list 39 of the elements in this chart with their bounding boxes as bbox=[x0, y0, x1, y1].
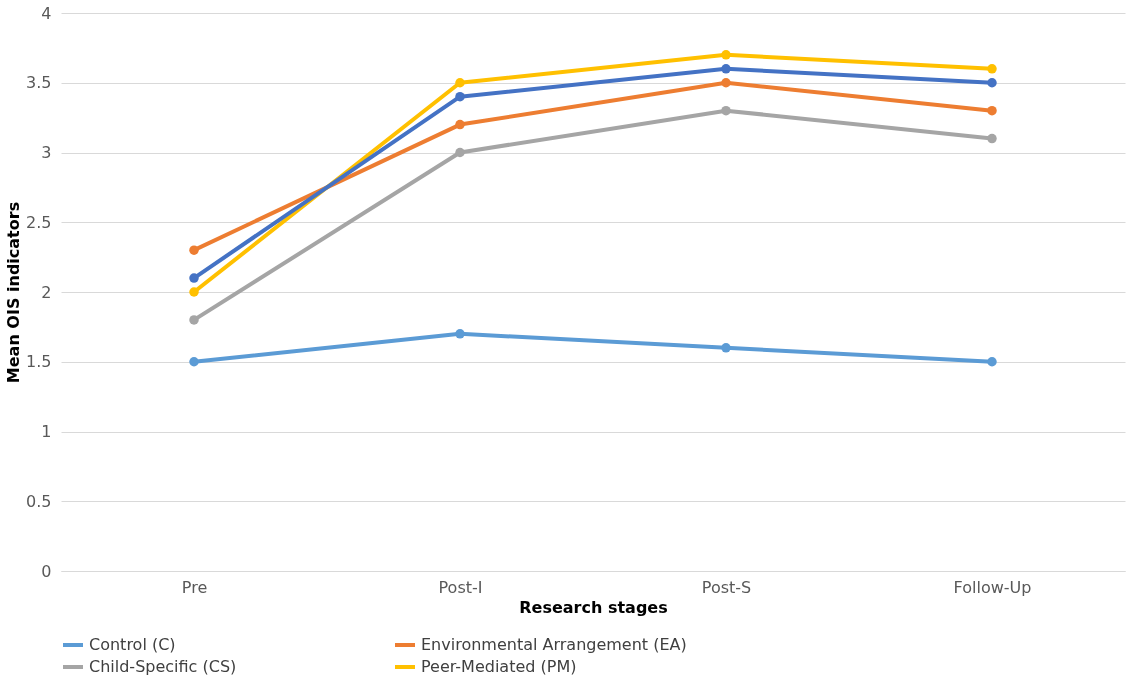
y-tick-label: 2.5 bbox=[26, 212, 52, 232]
legend-label: Environmental Arrangement (EA) bbox=[421, 635, 687, 654]
x-tick-label: Follow-Up bbox=[953, 577, 1032, 597]
point bbox=[721, 78, 731, 88]
x-axis-title: Research stages bbox=[519, 597, 668, 617]
y-tick-label: 4 bbox=[41, 3, 52, 23]
legend-label: Peer-Mediated (PM) bbox=[421, 657, 577, 676]
point bbox=[455, 119, 465, 130]
legend-label: Child-Specific (CS) bbox=[89, 657, 237, 676]
x-tick-label: Pre bbox=[181, 577, 208, 597]
y-tick-label: 0.5 bbox=[26, 491, 52, 511]
legend-label: Control (C) bbox=[89, 635, 176, 654]
point bbox=[721, 105, 731, 116]
x-tick-label: Post-S bbox=[701, 577, 752, 597]
point bbox=[987, 357, 997, 367]
point bbox=[189, 287, 199, 297]
y-tick-label: 3 bbox=[41, 143, 52, 162]
point bbox=[455, 147, 465, 158]
x-tick-label: Post-I bbox=[438, 577, 483, 597]
point bbox=[455, 329, 465, 339]
point bbox=[987, 64, 997, 74]
point bbox=[455, 78, 465, 88]
y-tick-label: 1.5 bbox=[26, 352, 52, 372]
point bbox=[721, 64, 731, 74]
point bbox=[987, 78, 997, 88]
y-tick-label: 1 bbox=[41, 422, 52, 441]
point bbox=[987, 105, 997, 116]
point bbox=[721, 50, 731, 60]
y-tick-label: 2 bbox=[41, 282, 52, 302]
point bbox=[987, 133, 997, 144]
point bbox=[189, 315, 199, 325]
point bbox=[721, 343, 731, 353]
y-axis-title: Mean OIS indicators bbox=[4, 201, 24, 384]
point bbox=[455, 91, 465, 102]
point bbox=[189, 357, 199, 367]
point bbox=[189, 273, 199, 283]
y-tick-label: 0 bbox=[41, 561, 52, 581]
y-tick-label: 3.5 bbox=[26, 73, 52, 93]
point bbox=[189, 245, 199, 255]
